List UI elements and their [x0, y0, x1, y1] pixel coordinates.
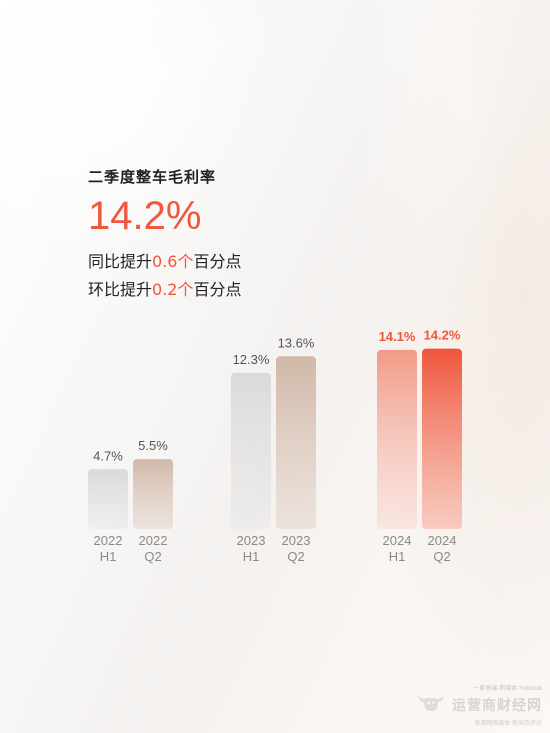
bar-2024-h1: [377, 349, 417, 529]
qoq-value: 0.2个: [152, 280, 194, 299]
x-tick-period: H1: [100, 549, 117, 564]
yoy-suffix: 百分点: [193, 252, 242, 271]
x-tick-period: H1: [389, 549, 406, 564]
qoq-prefix: 环比提升: [88, 280, 153, 299]
watermark-sub-line: 来源网络媒体·新闻及评论: [474, 720, 542, 727]
bar-2022-h1: [88, 469, 128, 529]
x-tick-year: 2024: [428, 533, 457, 548]
x-tick-period: H1: [243, 549, 260, 564]
bar-2024-q2: [422, 348, 462, 529]
data-label: 13.6%: [278, 335, 315, 350]
x-tick-period: Q2: [287, 549, 304, 564]
data-label: 14.2%: [424, 328, 461, 343]
x-tick-year: 2022: [139, 533, 168, 548]
x-tick-year: 2022: [94, 533, 123, 548]
watermark-text: 运营商财经网: [452, 698, 542, 714]
qoq-suffix: 百分点: [193, 280, 242, 299]
headline-block: 二季度整车毛利率 14.2% 同比提升0.6个百分点 环比提升0.2个百分点: [88, 166, 241, 301]
headline-subtitle: 二季度整车毛利率: [88, 168, 217, 186]
yoy-prefix: 同比提升: [88, 252, 153, 271]
x-tick-period: Q2: [433, 549, 450, 564]
qoq-line: 环比提升0.2个百分点: [88, 279, 241, 301]
bar-2023-q2: [276, 356, 316, 529]
bar-2023-h1: [231, 372, 271, 529]
data-label: 4.7%: [93, 448, 123, 463]
x-tick-year: 2023: [282, 533, 311, 548]
yoy-line: 同比提升0.6个百分点: [88, 251, 241, 273]
data-label: 12.3%: [233, 352, 270, 367]
x-tick-year: 2024: [383, 533, 412, 548]
x-tick-year: 2023: [237, 533, 266, 548]
data-label: 5.5%: [138, 438, 168, 453]
bar-2022-q2: [133, 459, 173, 529]
data-label: 14.1%: [379, 329, 416, 344]
headline-big-value: 14.2%: [88, 194, 202, 238]
bull-logo-icon: [416, 692, 446, 718]
yoy-value: 0.6个: [152, 252, 194, 271]
watermark-top-line: 一家高端·新媒体·Yuloclub: [473, 686, 542, 692]
watermark: 一家高端·新媒体·Yuloclub 运营商财经网 来源网络媒体·新闻及评论: [416, 683, 542, 727]
x-tick-period: Q2: [144, 549, 161, 564]
